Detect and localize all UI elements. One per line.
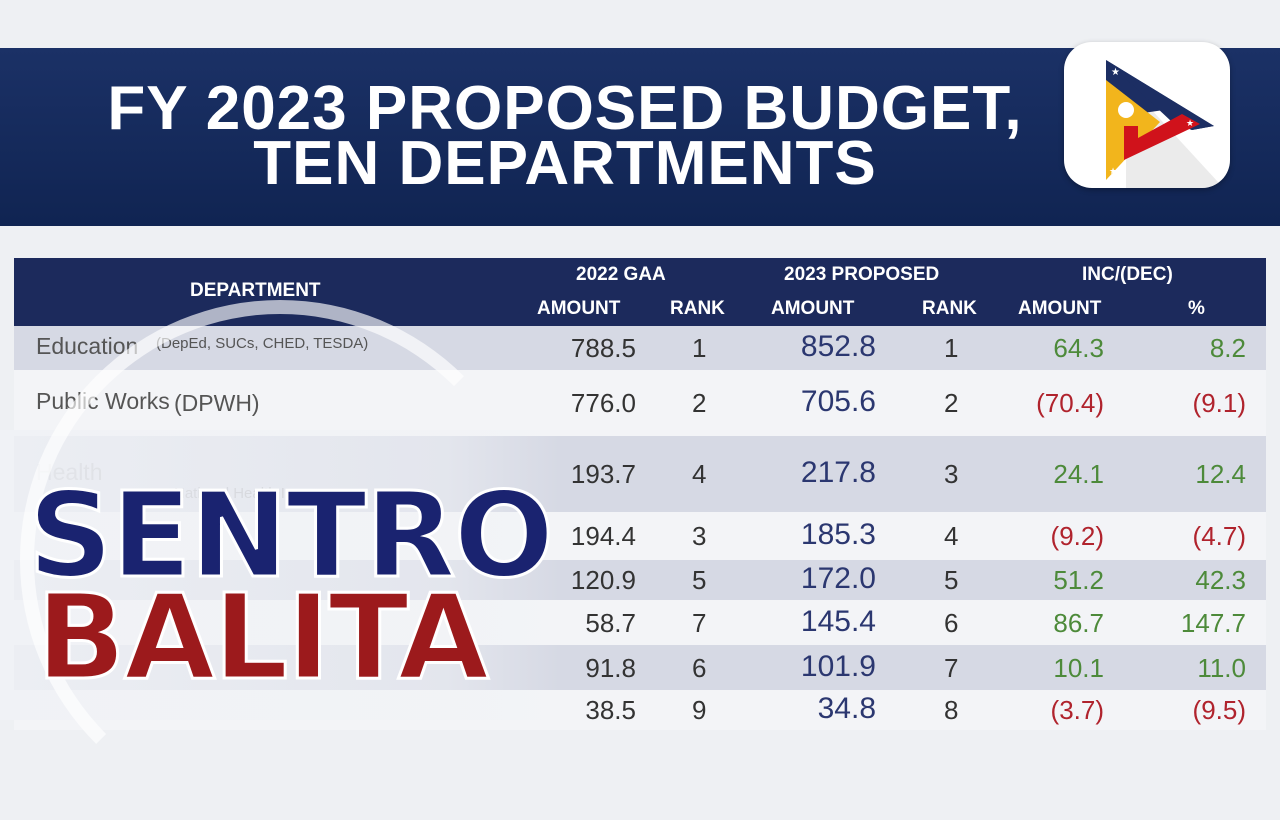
header-gaa-rank: RANK bbox=[670, 298, 725, 319]
title-line-1: FY 2023 PROPOSED BUDGET, bbox=[107, 74, 1023, 143]
proposed-rank: 2 bbox=[944, 388, 959, 418]
gaa-amount: 58.7 bbox=[585, 608, 636, 638]
inc-dec-amount: 64.3 bbox=[1053, 333, 1104, 363]
proposed-rank: 1 bbox=[944, 333, 959, 363]
proposed-rank: 7 bbox=[944, 653, 959, 683]
inc-dec-pct: (9.5) bbox=[1192, 695, 1246, 725]
gaa-rank: 9 bbox=[692, 695, 707, 725]
inc-dec-pct: 12.4 bbox=[1195, 459, 1246, 489]
svg-text:★: ★ bbox=[1186, 118, 1194, 128]
proposed-rank: 8 bbox=[944, 695, 959, 725]
header-2022-gaa: 2022 GAA bbox=[576, 264, 666, 285]
ptv-logo: ★ ★ ★ bbox=[1064, 42, 1230, 188]
proposed-amount: 145.4 bbox=[800, 605, 876, 638]
proposed-amount: 217.8 bbox=[800, 456, 876, 489]
inc-dec-pct: 42.3 bbox=[1195, 565, 1246, 595]
gaa-amount: 120.9 bbox=[570, 565, 636, 595]
proposed-amount: 185.3 bbox=[800, 518, 876, 551]
gaa-amount: 788.5 bbox=[570, 333, 636, 363]
proposed-amount: 34.8 bbox=[817, 692, 876, 725]
inc-dec-pct: (4.7) bbox=[1192, 521, 1246, 551]
show-title-balita: BALITA bbox=[34, 567, 490, 708]
gaa-amount: 91.8 bbox=[585, 653, 636, 683]
gaa-amount: 38.5 bbox=[585, 695, 636, 725]
gaa-amount: 194.4 bbox=[570, 521, 636, 551]
inc-dec-pct: 147.7 bbox=[1180, 608, 1246, 638]
gaa-rank: 5 bbox=[692, 565, 707, 595]
gaa-amount: 776.0 bbox=[570, 388, 636, 418]
svg-text:★: ★ bbox=[1111, 67, 1120, 78]
inc-dec-pct: 11.0 bbox=[1197, 653, 1246, 683]
inc-dec-amount: (9.2) bbox=[1050, 521, 1104, 551]
header-gaa-amount: AMOUNT bbox=[537, 298, 621, 319]
gaa-amount: 193.7 bbox=[570, 459, 636, 489]
header-prop-amount: AMOUNT bbox=[771, 298, 855, 319]
header-department: DEPARTMENT bbox=[190, 280, 321, 301]
inc-dec-amount: 24.1 bbox=[1053, 459, 1104, 489]
inc-dec-amount: 51.2 bbox=[1053, 565, 1104, 595]
proposed-rank: 4 bbox=[944, 521, 959, 551]
header-pct: % bbox=[1188, 298, 1205, 319]
proposed-amount: 705.6 bbox=[800, 385, 876, 418]
proposed-rank: 6 bbox=[944, 608, 959, 638]
svg-text:★: ★ bbox=[1109, 166, 1117, 176]
inc-dec-amount: 86.7 bbox=[1053, 608, 1104, 638]
inc-dec-pct: 8.2 bbox=[1209, 333, 1246, 363]
proposed-amount: 172.0 bbox=[800, 562, 876, 595]
proposed-rank: 5 bbox=[944, 565, 959, 595]
proposed-rank: 3 bbox=[944, 459, 959, 489]
proposed-amount: 101.9 bbox=[800, 650, 876, 683]
header-inc-dec: INC/(DEC) bbox=[1082, 264, 1173, 285]
gaa-rank: 1 bbox=[692, 333, 707, 363]
header-inc-amount: AMOUNT bbox=[1018, 298, 1102, 319]
gaa-rank: 6 bbox=[692, 653, 707, 683]
inc-dec-amount: (3.7) bbox=[1050, 695, 1104, 725]
gaa-rank: 7 bbox=[692, 608, 707, 638]
inc-dec-amount: 10.1 bbox=[1053, 653, 1104, 683]
inc-dec-pct: (9.1) bbox=[1192, 388, 1246, 418]
proposed-amount: 852.8 bbox=[800, 330, 876, 363]
inc-dec-amount: (70.4) bbox=[1036, 388, 1104, 418]
gaa-rank: 2 bbox=[692, 388, 707, 418]
header-2023-proposed: 2023 PROPOSED bbox=[784, 264, 940, 285]
show-title-sentro: SENTRO bbox=[26, 465, 555, 606]
gaa-rank: 3 bbox=[692, 521, 707, 551]
title-line-2: TEN DEPARTMENTS bbox=[253, 129, 877, 198]
gaa-rank: 4 bbox=[692, 459, 707, 489]
header-prop-rank: RANK bbox=[922, 298, 977, 319]
